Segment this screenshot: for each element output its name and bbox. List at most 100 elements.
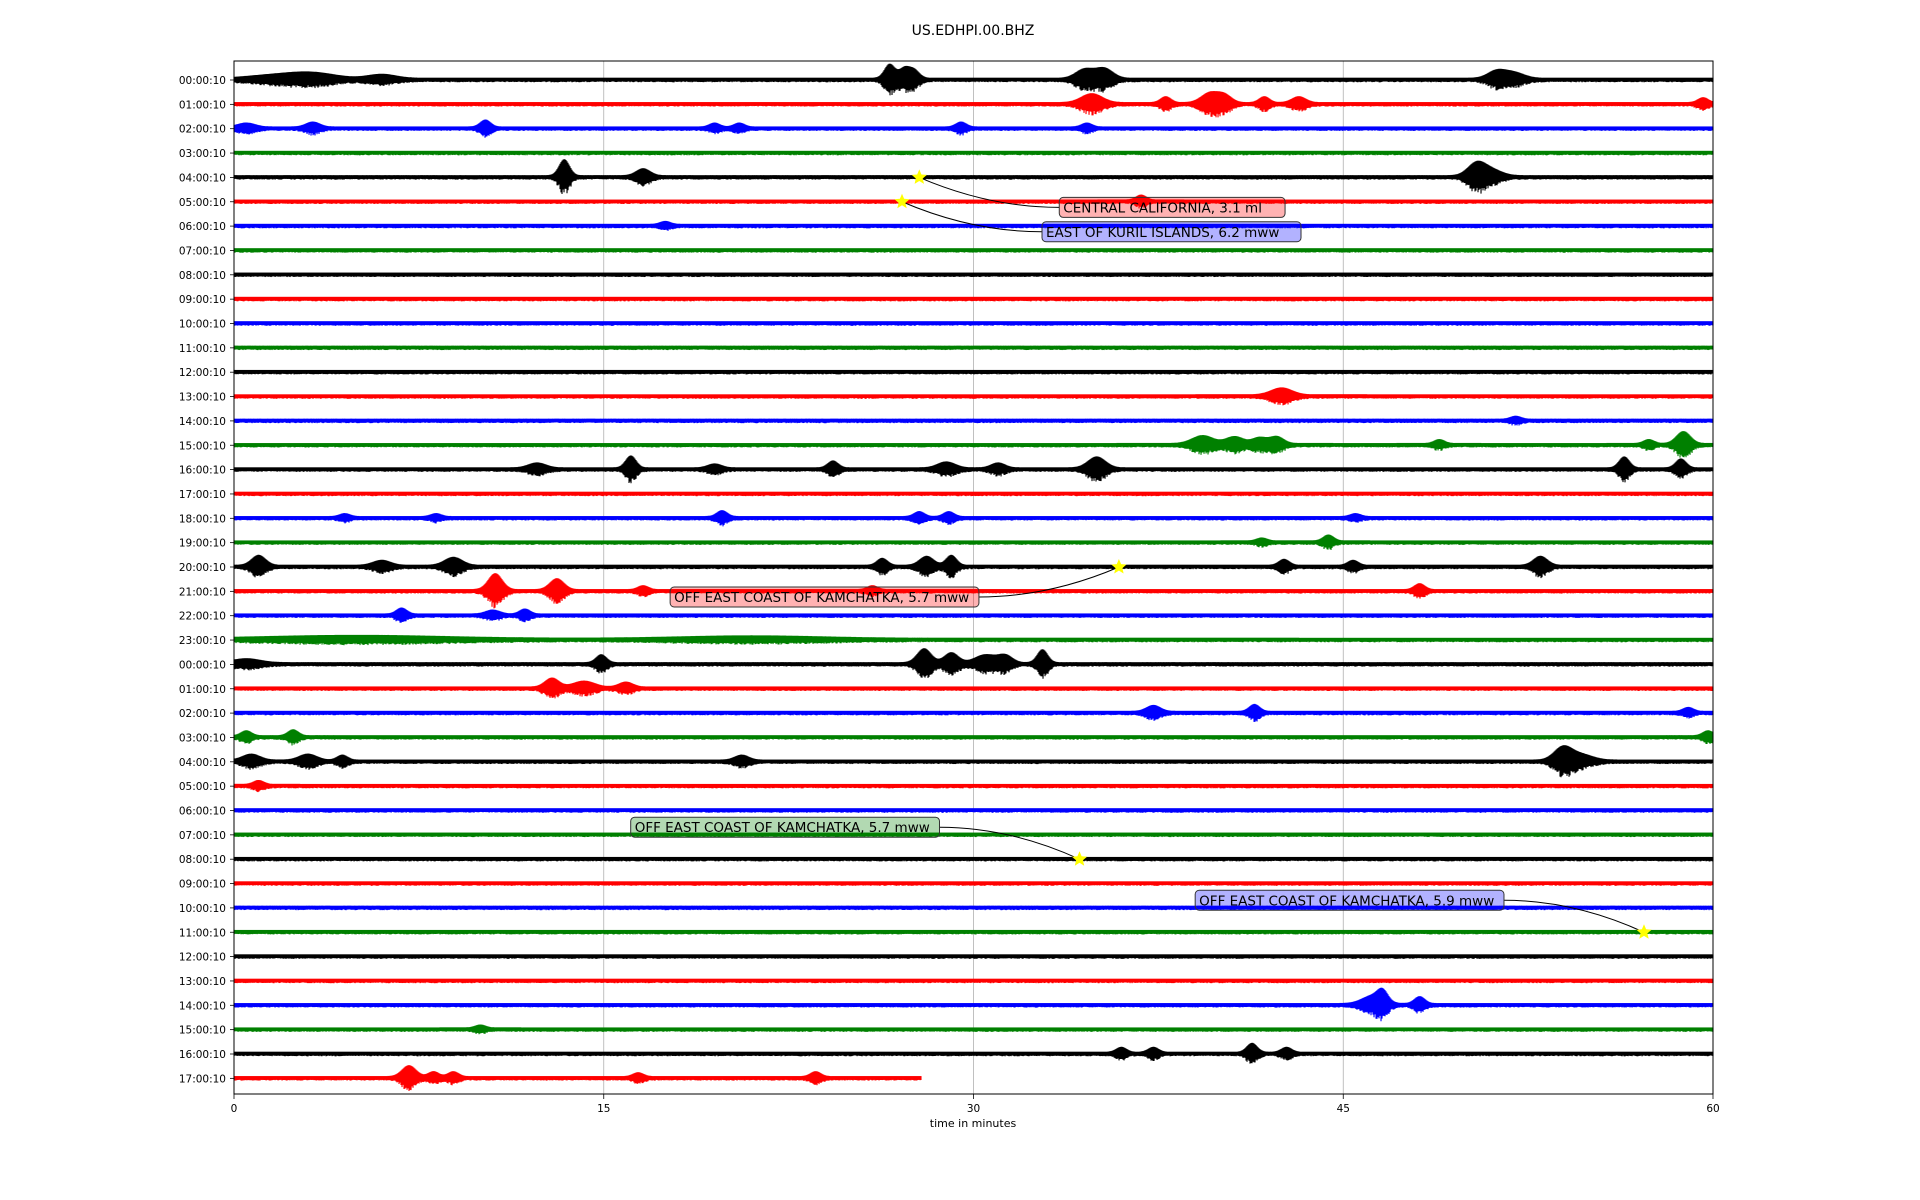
seismogram-trace	[233, 554, 1714, 579]
seismogram-trace	[233, 159, 1714, 195]
seismogram-trace	[233, 455, 1714, 484]
seismogram-trace	[233, 779, 1714, 793]
row-time-label: 09:00:10	[179, 294, 226, 306]
event-label: EAST OF KURIL ISLANDS, 6.2 mww	[1046, 225, 1279, 241]
seismogram-trace	[233, 534, 1714, 550]
seismogram-trace	[233, 220, 1714, 231]
row-time-label: 06:00:10	[179, 806, 226, 818]
x-tick-label: 0	[231, 1103, 238, 1115]
row-time-label: 20:00:10	[179, 562, 226, 574]
seismogram-trace	[233, 703, 1714, 722]
row-time-label: 01:00:10	[179, 99, 226, 111]
event-label-box	[1194, 889, 1505, 911]
seismogram-trace	[233, 491, 1714, 497]
seismogram-trace	[233, 729, 1714, 746]
seismogram-trace	[233, 272, 1714, 278]
seismogram-trace	[233, 881, 1714, 886]
seismogram-trace	[233, 808, 1714, 813]
row-time-label: 15:00:10	[179, 1025, 226, 1037]
event-star-marker	[1636, 924, 1652, 939]
seismogram-trace	[233, 905, 1714, 911]
row-time-label: 10:00:10	[179, 319, 226, 331]
seismogram-trace	[233, 248, 1714, 253]
event-connector	[901, 201, 1043, 233]
row-time-label: 10:00:10	[179, 903, 226, 915]
row-time-label: 13:00:10	[179, 392, 226, 404]
seismogram-trace	[233, 832, 1714, 838]
row-time-label: 23:00:10	[179, 635, 226, 647]
event-label-box	[630, 816, 940, 838]
event-label: OFF EAST COAST OF KAMCHATKA, 5.9 mww	[1199, 893, 1494, 909]
event-connector	[1503, 899, 1645, 933]
x-tick-label: 15	[597, 1103, 610, 1115]
seismogram-trace	[233, 321, 1714, 326]
seismogram-trace	[233, 634, 1714, 646]
x-axis-ticks: 0 15 30 45 60	[231, 1094, 1720, 1115]
seismogram-trace	[233, 387, 1714, 406]
row-time-label: 17:00:10	[179, 489, 226, 501]
row-time-label: 11:00:10	[179, 343, 226, 355]
seismogram-traces	[233, 63, 1714, 1092]
event-connector	[919, 176, 1060, 208]
row-time-label: 04:00:10	[179, 172, 226, 184]
seismogram-trace	[233, 677, 1714, 699]
event-star-marker	[911, 169, 927, 184]
event-star-marker	[1111, 559, 1127, 574]
seismogram-trace	[233, 90, 1714, 118]
row-time-label: 16:00:10	[179, 465, 226, 477]
row-time-label: 16:00:10	[179, 1049, 226, 1061]
row-time-label: 08:00:10	[179, 854, 226, 866]
seismogram-trace	[233, 431, 1714, 458]
seismogram-trace	[233, 607, 1714, 623]
row-time-label: 11:00:10	[179, 927, 226, 939]
event-annotations: CENTRAL CALIFORNIA, 3.1 ml EAST OF KURIL …	[630, 169, 1652, 939]
x-tick-label: 45	[1337, 1103, 1350, 1115]
x-tick-label: 60	[1706, 1103, 1719, 1115]
chart-title: US.EDHPI.00.BHZ	[912, 23, 1035, 39]
event-connector	[939, 826, 1080, 860]
seismogram-trace	[233, 63, 1714, 96]
event-label: OFF EAST COAST OF KAMCHATKA, 5.7 mww	[674, 590, 969, 606]
seismogram-trace	[233, 1024, 1714, 1035]
event-star-marker	[894, 193, 910, 209]
row-time-label: 06:00:10	[179, 221, 226, 233]
event-label: CENTRAL CALIFORNIA, 3.1 ml	[1063, 200, 1262, 216]
row-time-label: 14:00:10	[179, 416, 226, 428]
seismogram-trace	[233, 745, 1714, 778]
row-time-label: 07:00:10	[179, 830, 226, 842]
row-time-label: 12:00:10	[179, 367, 226, 379]
row-time-label: 21:00:10	[179, 586, 226, 598]
event-label: OFF EAST COAST OF KAMCHATKA, 5.7 mww	[635, 820, 930, 836]
event-star-marker	[1071, 851, 1088, 866]
row-time-label: 05:00:10	[179, 197, 226, 209]
row-time-label: 13:00:10	[179, 976, 226, 988]
row-time-label: 02:00:10	[179, 124, 226, 136]
seismogram-trace	[233, 929, 1714, 935]
seismogram-trace	[233, 856, 1714, 862]
row-time-label: 22:00:10	[179, 611, 226, 623]
x-axis-label: time in minutes	[930, 1117, 1017, 1130]
seismogram-trace	[233, 978, 1714, 984]
row-time-label: 07:00:10	[179, 245, 226, 257]
seismogram-trace	[233, 987, 1714, 1022]
row-time-label: 01:00:10	[179, 684, 226, 696]
event-label-box	[1041, 221, 1302, 243]
seismogram-trace	[233, 1065, 922, 1092]
row-time-label: 09:00:10	[179, 879, 226, 891]
row-time-label: 18:00:10	[179, 513, 226, 525]
row-time-labels: 00:00:10 01:00:10 02:00:10 03:00:10 04:00:10…	[179, 75, 234, 1085]
seismogram-trace	[233, 415, 1714, 426]
event-connector	[978, 566, 1120, 598]
row-time-label: 14:00:10	[179, 1000, 226, 1012]
event-label-box	[1058, 196, 1286, 218]
row-time-label: 05:00:10	[179, 781, 226, 793]
row-time-label: 03:00:10	[179, 148, 226, 160]
seismogram-trace	[233, 194, 1714, 209]
row-time-label: 17:00:10	[179, 1073, 226, 1085]
row-time-label: 15:00:10	[179, 440, 226, 452]
seismogram-trace	[233, 1042, 1714, 1064]
seismogram-trace	[233, 510, 1714, 527]
row-time-label: 00:00:10	[179, 75, 226, 87]
x-tick-label: 30	[967, 1103, 980, 1115]
